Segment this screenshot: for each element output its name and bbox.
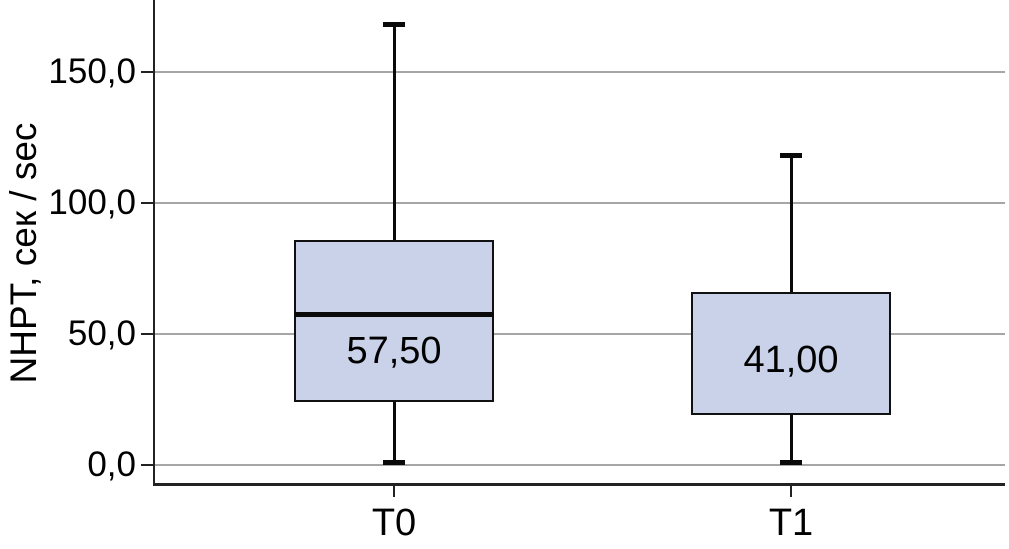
y-tick <box>141 333 155 335</box>
gridline <box>155 202 1005 204</box>
gridline <box>155 464 1005 466</box>
median-value-label: 41,00 <box>743 338 839 381</box>
gridline <box>155 71 1005 73</box>
whisker-cap-low <box>780 459 802 465</box>
box <box>294 239 494 403</box>
whisker-cap-high <box>383 22 405 28</box>
x-axis-line <box>153 483 1005 486</box>
whisker-cap-low <box>383 459 405 465</box>
box <box>691 292 891 416</box>
y-tick-label: 50,0 <box>67 314 136 353</box>
median-line <box>294 311 494 317</box>
x-tick <box>790 486 792 497</box>
gridline <box>155 333 1005 335</box>
y-tick <box>141 71 155 73</box>
y-tick-label: 150,0 <box>48 52 136 91</box>
y-tick <box>141 202 155 204</box>
y-axis-line <box>153 0 155 486</box>
whisker-cap-high <box>780 153 802 159</box>
x-tick-label: T0 <box>371 502 417 544</box>
y-tick-label: 0,0 <box>87 445 136 484</box>
y-tick-label: 100,0 <box>48 183 136 222</box>
x-tick <box>393 486 395 497</box>
y-tick <box>141 464 155 466</box>
median-value-label: 57,50 <box>346 330 442 373</box>
x-tick-label: T1 <box>768 502 814 544</box>
